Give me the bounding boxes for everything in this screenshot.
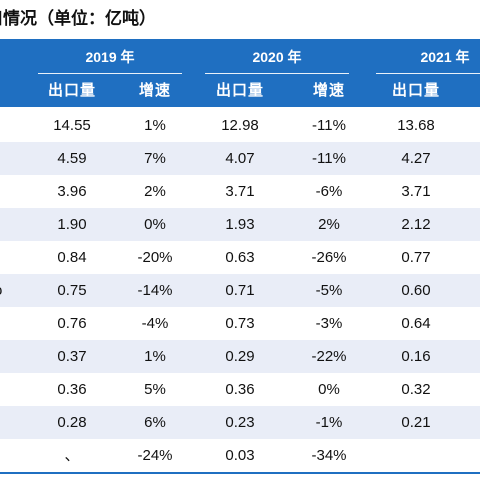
growth-2019-cell: 0% [144, 216, 166, 233]
col-header-export-2021: 出口量 [391, 81, 440, 99]
export-2021-cell: 4.27 [401, 150, 431, 167]
growth-2019-cell: 2% [144, 183, 166, 200]
export-2021-cell: 3.71 [401, 183, 431, 200]
export-2021-cell: 13.68 [397, 117, 435, 134]
col-header-export-2019: 出口量 [47, 81, 96, 99]
table-row: 14.55 1% 12.98 -11% 13.68 [0, 109, 480, 142]
col-header-export-2020: 出口量 [215, 81, 264, 99]
export-2019-cell: 0.75 [57, 282, 87, 299]
export-2019-cell: 0.84 [57, 249, 87, 266]
export-2020-cell: 0.29 [225, 348, 255, 365]
export-2021-cell: 0.60 [401, 282, 431, 299]
growth-2020-cell: -34% [311, 447, 347, 464]
export-2021-cell: 0.32 [401, 381, 431, 398]
table-bottom-rule [0, 472, 480, 474]
export-2021-cell: 0.64 [401, 315, 431, 332]
export-2019-cell: 0.36 [57, 381, 87, 398]
year-divider [376, 73, 480, 74]
export-2019-cell: 0.28 [57, 414, 87, 431]
table-title: 口情况（单位：亿吨） [0, 9, 156, 29]
export-2020-cell: 12.98 [221, 117, 259, 134]
growth-2019-cell: 1% [144, 348, 166, 365]
export-2020-cell: 0.63 [225, 249, 255, 266]
export-2019-cell: 0.37 [57, 348, 87, 365]
export-2020-cell: 4.07 [225, 150, 255, 167]
col-header-growth-2020: 增速 [312, 81, 345, 99]
growth-2019-cell: 5% [144, 381, 166, 398]
growth-2019-cell: -20% [137, 249, 173, 266]
export-2019-cell: 0.76 [57, 315, 87, 332]
export-2020-cell: 3.71 [225, 183, 255, 200]
export-2021-cell: 0.21 [401, 414, 431, 431]
table-row: 0.84 -20% 0.63 -26% 0.77 [0, 241, 480, 274]
export-2019-cell: 4.59 [57, 150, 87, 167]
export-2020-cell: 0.03 [225, 447, 255, 464]
year-divider [38, 73, 182, 74]
growth-2020-cell: -11% [312, 117, 346, 134]
growth-2019-cell: 7% [144, 150, 166, 167]
table-row: 4.59 7% 4.07 -11% 4.27 [0, 142, 480, 175]
growth-2019-cell: -14% [137, 282, 173, 299]
growth-2020-cell: -3% [315, 315, 343, 332]
export-2021-cell: 0.16 [401, 348, 431, 365]
growth-2019-cell: -4% [141, 315, 169, 332]
export-2019-cell: 14.55 [53, 117, 91, 134]
year-header-2021: 2021 年 [420, 49, 470, 65]
table-row: 、 -24% 0.03 -34% [0, 439, 480, 472]
export-2020-cell: 0.71 [225, 282, 255, 299]
table-row: 0.36 5% 0.36 0% 0.32 [0, 373, 480, 406]
export-2021-cell: 0.77 [401, 249, 431, 266]
table-row: 3.96 2% 3.71 -6% 3.71 [0, 175, 480, 208]
export-2020-cell: 1.93 [225, 216, 255, 233]
growth-2020-cell: -5% [315, 282, 343, 299]
table-row: 1.90 0% 1.93 2% 2.12 [0, 208, 480, 241]
export-2019-cell: 3.96 [57, 183, 87, 200]
table-row: 0.76 -4% 0.73 -3% 0.64 [0, 307, 480, 340]
table-row: 0.37 1% 0.29 -22% 0.16 [0, 340, 480, 373]
growth-2019-cell: -24% [137, 447, 173, 464]
export-2020-cell: 0.73 [225, 315, 255, 332]
export-table: 2019 年 2020 年 2021 年 出口量 增速 出口量 增速 出口量 1… [0, 39, 480, 480]
export-2020-cell: 0.23 [225, 414, 255, 431]
growth-2020-cell: -22% [311, 348, 347, 365]
export-2021-cell [374, 439, 458, 472]
growth-2020-cell: 0% [318, 381, 340, 398]
year-header-2019: 2019 年 [85, 49, 135, 65]
table-row: 0.28 6% 0.23 -1% 0.21 [0, 406, 480, 439]
growth-2019-cell: 6% [144, 414, 166, 431]
growth-2020-cell: -6% [315, 183, 343, 200]
col-header-growth-2019: 增速 [138, 81, 171, 99]
growth-2020-cell: -1% [315, 414, 343, 431]
growth-2020-cell: 2% [318, 216, 340, 233]
export-2021-cell: 2.12 [401, 216, 431, 233]
growth-2020-cell: -11% [312, 150, 346, 167]
growth-2019-cell: 1% [144, 117, 166, 134]
export-2020-cell: 0.36 [225, 381, 255, 398]
table-header: 2019 年 2020 年 2021 年 出口量 增速 出口量 增速 出口量 [0, 39, 480, 107]
export-2019-cell: 1.90 [57, 216, 87, 233]
year-divider [205, 73, 349, 74]
growth-2020-cell: -26% [311, 249, 347, 266]
export-2019-cell: 、 [64, 447, 80, 464]
year-header-2020: 2020 年 [252, 49, 302, 65]
row-label: o [0, 274, 2, 307]
table-row: o 0.75 -14% 0.71 -5% 0.60 [0, 274, 480, 307]
